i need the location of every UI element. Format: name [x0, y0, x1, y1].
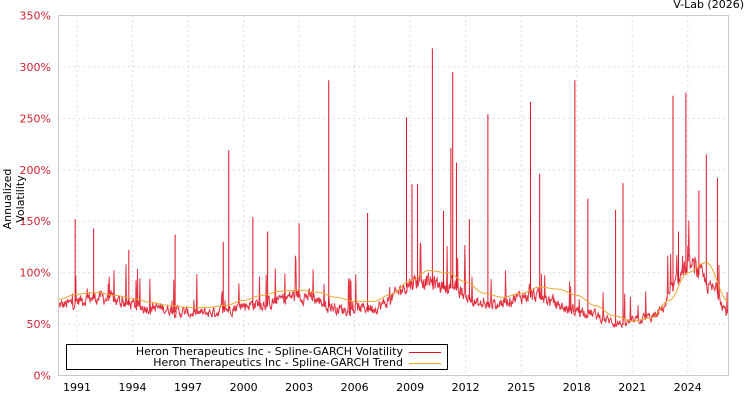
legend-item-trend: Heron Therapeutics Inc - Spline-GARCH Tr…: [153, 357, 441, 369]
grid-lines: [58, 15, 729, 376]
y-tick-label: 100%: [20, 267, 51, 280]
x-tick-label: 2024: [674, 381, 702, 394]
y-tick-label: 0%: [34, 370, 51, 383]
legend-item-volatility: Heron Therapeutics Inc - Spline-GARCH Vo…: [136, 346, 441, 358]
chart-credit: V-Lab (2026): [673, 0, 744, 11]
y-axis-ticks: 0% 50% 100% 150% 200% 250% 300% 350%: [20, 10, 51, 383]
y-tick-label: 200%: [20, 164, 51, 177]
trend-line: [58, 261, 729, 322]
x-tick-label: 2009: [396, 381, 424, 394]
y-tick-label: 350%: [20, 10, 51, 23]
legend-swatch-red-line-icon: [409, 351, 441, 353]
y-tick-label: 50%: [27, 318, 51, 331]
x-tick-label: 2021: [618, 381, 646, 394]
plot-area-border: [58, 15, 729, 376]
y-tick-label: 250%: [20, 112, 51, 125]
x-tick-label: 2012: [452, 381, 480, 394]
y-tick-label: 300%: [20, 61, 51, 74]
legend-label-trend: Heron Therapeutics Inc - Spline-GARCH Tr…: [153, 356, 403, 369]
legend-swatch-orange-line-icon: [409, 362, 441, 364]
x-axis-ticks: 1991 1994 1997 2000 2003 2006 2009 2012 2015 2018…: [63, 381, 702, 394]
y-axis-label: Annualized Volatility: [1, 168, 27, 230]
x-tick-label: 2018: [563, 381, 591, 394]
x-tick-label: 2003: [285, 381, 313, 394]
x-tick-label: 1991: [63, 381, 91, 394]
volatility-series: [58, 48, 729, 329]
y-tick-label: 150%: [20, 215, 51, 228]
x-tick-label: 1994: [119, 381, 147, 394]
x-tick-label: 2015: [507, 381, 535, 394]
legend: Heron Therapeutics Inc - Spline-GARCH Vo…: [66, 344, 448, 370]
x-tick-label: 2006: [341, 381, 369, 394]
trend-series: [58, 261, 729, 322]
legend-label-volatility: Heron Therapeutics Inc - Spline-GARCH Vo…: [135, 345, 403, 358]
x-tick-label: 1997: [174, 381, 202, 394]
x-tick-label: 2000: [230, 381, 258, 394]
volatility-line: [58, 220, 729, 329]
